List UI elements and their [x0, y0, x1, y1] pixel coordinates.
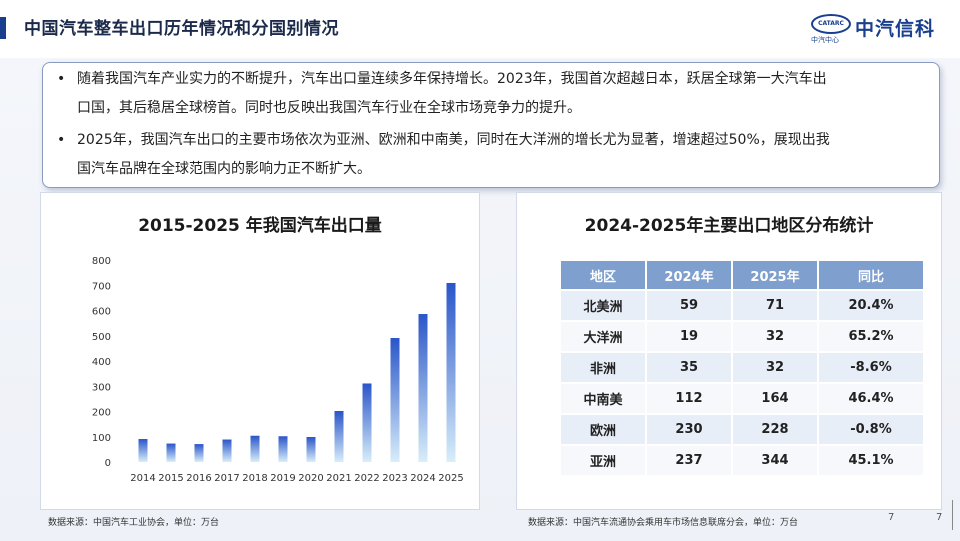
- source-note-left: 数据来源：中国汽车工业协会，单位：万台: [48, 518, 220, 528]
- bar-2025: [446, 282, 456, 462]
- cell-2024: 19: [647, 322, 731, 351]
- cell-region: 北美洲: [561, 291, 645, 320]
- cell-yoy: 20.4%: [819, 291, 923, 320]
- cell-region: 大洋洲: [561, 322, 645, 351]
- table-row: 非洲 35 32 -8.6%: [561, 353, 923, 382]
- page-number: 7: [936, 512, 943, 523]
- cell-2025: 344: [733, 446, 817, 475]
- y-tick-label: 300: [92, 382, 111, 393]
- cell-2024: 59: [647, 291, 731, 320]
- cell-yoy: 45.1%: [819, 446, 923, 475]
- export-chart-panel: 2015-2025 年我国汽车出口量 800 700 600 500 400 300 200…: [40, 192, 480, 510]
- bar-2022: [362, 383, 372, 462]
- bullet-item: • 2025年，我国汽车出口的主要市场依次为亚洲、欧洲和中南美，同时在大洋洲的增…: [57, 126, 927, 184]
- x-axis: 2014 2015 2016 2017 2018 2019 2020 2021 2022 2023…: [130, 473, 463, 484]
- y-tick-label: 700: [92, 281, 111, 292]
- summary-box: • 随着我国汽车产业实力的不断提升，汽车出口量连续多年保持增长。2023年，我国…: [42, 62, 940, 188]
- title-accent-bar: [0, 17, 6, 39]
- cell-region: 中南美: [561, 384, 645, 413]
- table-row: 亚洲 237 344 45.1%: [561, 446, 923, 475]
- cell-2025: 71: [733, 291, 817, 320]
- page-divider: [952, 500, 953, 530]
- x-tick-label: 2014: [130, 473, 155, 484]
- header: 中国汽车整车出口历年情况和分国别情况 CATARC 中汽中心 中汽信科: [0, 0, 960, 58]
- table-row: 中南美 112 164 46.4%: [561, 384, 923, 413]
- y-tick-label: 500: [92, 332, 111, 343]
- bar-2018: [250, 435, 260, 462]
- bullet-line: 口国，其后稳居全球榜首。同时也反映出我国汽车行业在全球市场竞争力的提升。: [77, 100, 581, 116]
- bullet-line: 国汽车品牌在全球范围内的影响力正不断扩大。: [77, 161, 371, 177]
- cell-region: 欧洲: [561, 415, 645, 444]
- x-tick-label: 2021: [326, 473, 351, 484]
- x-tick-label: 2020: [298, 473, 323, 484]
- source-note-right: 数据来源：中国汽车流通协会乘用车市场信息联席分会，单位：万台: [528, 518, 799, 528]
- header-region: 地区: [561, 261, 645, 289]
- y-tick-label: 100: [92, 433, 111, 444]
- logo-oval-text: CATARC: [811, 14, 851, 34]
- logo-mark-icon: CATARC 中汽中心: [811, 14, 851, 44]
- bar-2014: [138, 439, 148, 462]
- cell-yoy: -8.6%: [819, 353, 923, 382]
- table-header-row: 地区 2024年 2025年 同比: [561, 261, 923, 289]
- y-tick-label: 200: [92, 408, 111, 419]
- cell-2025: 32: [733, 322, 817, 351]
- cell-2025: 228: [733, 415, 817, 444]
- table-row: 北美洲 59 71 20.4%: [561, 291, 923, 320]
- bar-2020: [306, 437, 316, 462]
- bars-layer: [138, 282, 456, 462]
- header-2025: 2025年: [733, 261, 817, 289]
- x-tick-label: 2025: [438, 473, 463, 484]
- y-tick-label: 800: [92, 256, 111, 267]
- bullet-dot: •: [57, 132, 66, 148]
- cell-yoy: -0.8%: [819, 415, 923, 444]
- bullet-dot: •: [57, 71, 66, 87]
- page-title: 中国汽车整车出口历年情况和分国别情况: [24, 19, 339, 39]
- bullet-line: 随着我国汽车产业实力的不断提升，汽车出口量连续多年保持增长。2023年，我国首次…: [77, 71, 827, 87]
- x-tick-label: 2018: [242, 473, 267, 484]
- cell-2024: 230: [647, 415, 731, 444]
- y-axis: 800 700 600 500 400 300 200 100 0: [92, 256, 111, 469]
- chart-title: 2015-2025 年我国汽车出口量: [138, 216, 382, 236]
- x-tick-label: 2023: [382, 473, 407, 484]
- bar-2021: [334, 410, 344, 462]
- bullet-item: • 随着我国汽车产业实力的不断提升，汽车出口量连续多年保持增长。2023年，我国…: [57, 65, 927, 123]
- cell-2024: 35: [647, 353, 731, 382]
- y-tick-label: 0: [105, 458, 111, 469]
- region-table-panel: 2024-2025年主要出口地区分布统计 地区 2024年 2025年 同比 北…: [516, 192, 942, 510]
- bar-2024: [418, 314, 428, 462]
- y-tick-label: 600: [92, 307, 111, 318]
- cell-yoy: 65.2%: [819, 322, 923, 351]
- cell-region: 亚洲: [561, 446, 645, 475]
- page-number: 7: [888, 512, 895, 523]
- bar-2016: [194, 444, 204, 462]
- cell-2024: 112: [647, 384, 731, 413]
- bar-2017: [222, 439, 232, 462]
- table-title: 2024-2025年主要出口地区分布统计: [584, 216, 874, 236]
- table-row: 欧洲 230 228 -0.8%: [561, 415, 923, 444]
- x-tick-label: 2017: [214, 473, 239, 484]
- bar-2023: [390, 338, 400, 462]
- logo-text: 中汽信科: [855, 18, 936, 40]
- header-2024: 2024年: [647, 261, 731, 289]
- table-row: 大洋洲 19 32 65.2%: [561, 322, 923, 351]
- cell-2024: 237: [647, 446, 731, 475]
- y-tick-label: 400: [92, 357, 111, 368]
- cell-yoy: 46.4%: [819, 384, 923, 413]
- bar-2015: [166, 443, 176, 462]
- x-tick-label: 2024: [410, 473, 435, 484]
- cell-region: 非洲: [561, 353, 645, 382]
- x-tick-label: 2022: [354, 473, 379, 484]
- bar-2019: [278, 436, 288, 462]
- company-logo: CATARC 中汽中心 中汽信科: [811, 10, 946, 46]
- bullet-line: 2025年，我国汽车出口的主要市场依次为亚洲、欧洲和中南美，同时在大洋洲的增长尤…: [77, 132, 830, 148]
- header-yoy: 同比: [819, 261, 923, 289]
- region-distribution-table: 地区 2024年 2025年 同比 北美洲 59 71 20.4% 大洋洲 19…: [559, 259, 925, 477]
- cell-2025: 32: [733, 353, 817, 382]
- logo-sub-text: 中汽中心: [811, 36, 839, 44]
- x-tick-label: 2019: [270, 473, 295, 484]
- x-tick-label: 2015: [158, 473, 183, 484]
- cell-2025: 164: [733, 384, 817, 413]
- x-tick-label: 2016: [186, 473, 211, 484]
